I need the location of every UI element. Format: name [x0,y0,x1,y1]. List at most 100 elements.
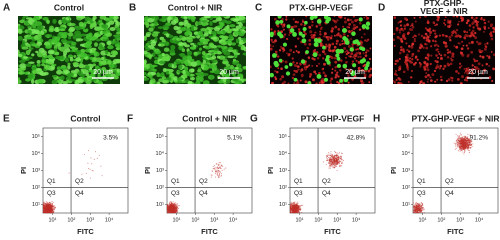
event-dot [338,151,340,153]
cell [217,80,225,84]
cell [410,76,413,79]
cell [311,65,314,68]
cell [240,46,244,51]
cell [218,55,226,60]
cell [186,23,190,29]
cell [403,37,407,40]
quadrant-percent: 5.1% [227,135,242,142]
cell [365,16,368,17]
event-dot [330,164,332,166]
cell [93,56,97,62]
cell [341,40,344,43]
cell [195,75,201,82]
event-dot [218,174,220,176]
event-dot [296,212,298,214]
event-dot [52,209,55,211]
cell [157,26,164,29]
cell [437,50,440,53]
cell [289,48,293,52]
cell [67,64,71,70]
cell [428,34,432,37]
cell [338,34,342,38]
event-dot [173,210,175,212]
event-dot [291,204,293,206]
cell [232,49,237,54]
cell [473,59,477,63]
event-dot [45,201,47,203]
cell [116,27,120,33]
cell [153,20,158,26]
cell [297,50,300,54]
cell [301,38,307,44]
cell [92,17,96,22]
cell [75,49,82,55]
cell [84,16,91,22]
event-dot [169,211,171,213]
event-dot [173,207,175,210]
cell [18,79,22,84]
cell [346,61,348,63]
cell [166,55,172,60]
event-dot [53,205,55,207]
cell [149,54,154,57]
cell [206,26,211,31]
cell [457,23,460,26]
event-dot [47,203,49,205]
cell [288,34,291,36]
event-dot [329,163,332,165]
cell [158,60,166,65]
cell [400,48,403,52]
cell [482,18,486,22]
cell [308,39,311,42]
cell [285,18,288,21]
cell [107,69,112,75]
cell [204,39,208,42]
cell [427,58,430,61]
cell [225,79,231,84]
cell [51,79,58,84]
event-dot [328,152,330,154]
event-dot [291,206,293,208]
cell [161,53,165,57]
cell [235,25,242,30]
cell [489,75,492,78]
cell [427,39,431,43]
cell [440,78,443,82]
cell [341,27,347,33]
cell [25,78,31,82]
cell [193,26,198,31]
cell [202,50,206,56]
event-dot [171,211,173,213]
cell [443,19,446,22]
event-dot [169,207,171,209]
cell [337,28,341,31]
cell [292,32,297,37]
cell [365,51,368,54]
cell [361,68,364,72]
y-tick-label: 10⁵ [32,133,40,140]
cell [222,49,227,54]
cell [162,24,170,30]
event-dot [336,157,338,159]
cell [187,16,192,20]
cell [113,16,117,22]
event-dot [171,203,173,205]
cell [413,16,416,19]
cell [202,59,206,65]
cell [88,69,93,73]
cell [178,21,185,26]
quadrant-label: Q2 [322,178,331,185]
cell [440,54,443,57]
cell [348,45,351,48]
cell [71,41,77,46]
event-dot [173,203,175,205]
cell [465,79,469,82]
plot-title: Control + NIR [182,113,237,123]
y-tick-label: 10⁵ [279,133,287,140]
cell [45,45,52,49]
cell [411,25,415,29]
event-dot [169,202,171,204]
cell [479,55,482,58]
cell [313,42,319,48]
cell [27,74,34,79]
